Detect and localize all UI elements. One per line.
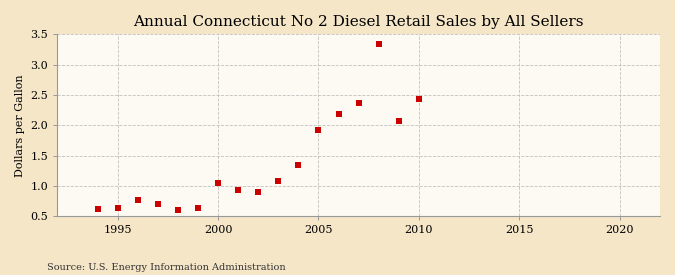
Title: Annual Connecticut No 2 Diesel Retail Sales by All Sellers: Annual Connecticut No 2 Diesel Retail Sa… [134,15,584,29]
Text: Source: U.S. Energy Information Administration: Source: U.S. Energy Information Administ… [47,263,286,272]
Y-axis label: Dollars per Gallon: Dollars per Gallon [15,74,25,177]
